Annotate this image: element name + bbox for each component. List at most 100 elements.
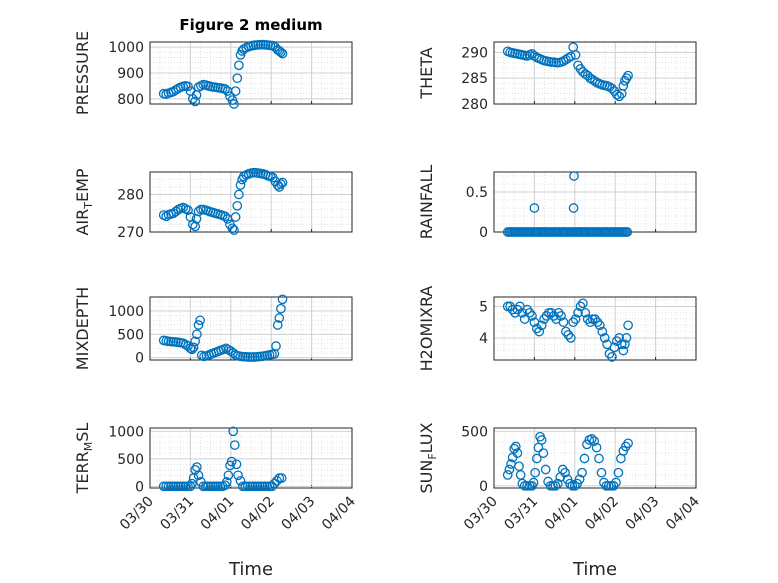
data-point [599, 333, 610, 343]
data-point [597, 326, 608, 337]
data-point [210, 481, 221, 492]
data-point [558, 317, 569, 328]
y-tick-label: 0 [479, 479, 488, 495]
y-axis-label: THETA [417, 47, 436, 99]
data-point [188, 342, 199, 353]
data-point [604, 348, 615, 359]
data-point [539, 314, 549, 324]
data-point [622, 227, 633, 237]
data-point [276, 303, 286, 314]
data-point [220, 211, 230, 222]
data-point [185, 481, 196, 492]
data-point [187, 344, 197, 355]
chart-panel-6: 0 500 1000 TERRMSL 03/30 03/31 04/01 04/02 04/03… [73, 423, 359, 534]
x-tick-label: 04/02 [238, 494, 278, 534]
data-point [180, 203, 191, 214]
data-point [614, 91, 625, 102]
x-tick-label: 04/01 [542, 494, 582, 534]
data-point [620, 75, 630, 86]
data-point [232, 200, 243, 211]
data-point [573, 307, 583, 318]
y-tick-label: 1000 [108, 304, 144, 320]
y-tick-label: 1000 [108, 40, 144, 56]
data-point [531, 323, 542, 334]
data-point [623, 70, 633, 81]
data-point [536, 435, 547, 445]
data-point [276, 47, 286, 58]
data-point [183, 205, 193, 216]
data-point [231, 459, 242, 470]
data-point [607, 352, 617, 362]
y-tick-label: 0 [479, 225, 488, 241]
x-tick-label: 03/30 [461, 494, 501, 534]
y-tick-label: 0 [135, 479, 144, 495]
data-point [227, 223, 238, 234]
data-point [221, 477, 232, 487]
data-point [558, 56, 569, 66]
data-point [276, 473, 287, 483]
data-point [504, 464, 515, 475]
data-point [277, 294, 288, 305]
data-point [524, 307, 535, 318]
data-point [552, 478, 563, 489]
y-axis-label: MIXDEPTH [73, 287, 92, 370]
data-point [530, 467, 541, 478]
y-axis-label: RAINFALL [417, 165, 436, 240]
data-point [534, 326, 545, 337]
data-point [198, 481, 209, 492]
data-point [531, 453, 542, 464]
y-tick-label: 280 [117, 188, 144, 204]
data-point [548, 311, 559, 321]
x-tick-label: 04/02 [582, 494, 622, 534]
data-point [594, 320, 605, 331]
data-point [229, 99, 239, 109]
data-point [229, 440, 240, 450]
data-point [178, 481, 188, 492]
data-point [621, 73, 632, 84]
data-point [575, 64, 586, 74]
data-point [585, 317, 596, 328]
data-point [616, 339, 627, 350]
data-point [569, 480, 580, 491]
y-tick-label: 800 [117, 92, 144, 108]
data-point [168, 481, 179, 492]
y-tick-label: 5 [479, 299, 488, 315]
data-point [158, 481, 169, 492]
y-axis-label: H2OMIXRA [417, 286, 436, 372]
data-point [611, 477, 621, 488]
data-point [585, 73, 596, 84]
chart-panel-5: 4 5 H2OMIXRA [417, 286, 697, 372]
data-point [540, 464, 551, 475]
data-point [274, 46, 285, 56]
data-point [560, 467, 570, 478]
data-point [168, 86, 179, 97]
data-point [226, 456, 237, 467]
y-tick-label: 290 [461, 45, 488, 61]
data-point [611, 89, 622, 100]
data-point [561, 326, 571, 337]
data-point [230, 86, 241, 96]
y-tick-label: 500 [461, 424, 488, 440]
y-axis-label: AIRTEMP [73, 168, 95, 235]
x-tick-label: 03/30 [117, 494, 157, 534]
data-point [190, 221, 201, 232]
data-point [178, 338, 188, 349]
data-point [596, 467, 607, 478]
data-point [220, 84, 230, 94]
y-axis-label: SUNFLUX [417, 422, 439, 493]
data-point [232, 73, 243, 84]
data-point [193, 320, 204, 330]
data-point [193, 470, 204, 481]
data-point [228, 426, 239, 437]
data-point [536, 320, 547, 331]
data-point [557, 464, 568, 475]
y-tick-label: 0.5 [466, 185, 488, 201]
x-tick-label: 04/04 [663, 493, 703, 533]
data-point [195, 315, 205, 326]
data-point [570, 50, 581, 60]
data-point [620, 441, 631, 452]
data-point [578, 298, 588, 309]
y-tick-label: 0 [135, 351, 144, 367]
data-point [575, 301, 586, 312]
